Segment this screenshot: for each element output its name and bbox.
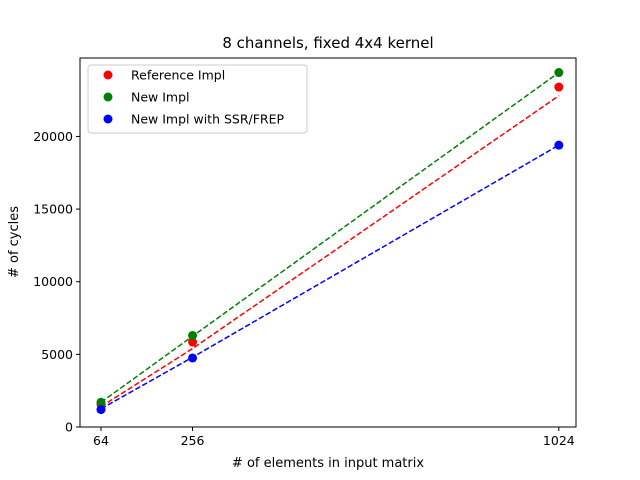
data-point-new-impl (96, 397, 106, 407)
plot-frame (79, 57, 577, 428)
legend-marker (103, 70, 113, 80)
y-axis: 0 5000 10000 15000 20000 (33, 129, 80, 435)
fit-line-reference-impl (100, 95, 560, 408)
legend: Reference Impl New Impl New Impl with SSR/… (87, 64, 308, 134)
legend-marker (103, 114, 113, 124)
fit-line-new-impl-with-ssr-frep (100, 144, 560, 410)
legend-box (87, 64, 308, 134)
data-point-new-impl (554, 68, 564, 78)
legend-entry: New Impl (131, 90, 190, 105)
x-axis-label: # of elements in input matrix (232, 456, 424, 471)
data-point-new-impl (188, 330, 198, 340)
chart-title: 8 channels, fixed 4x4 kernel (222, 34, 433, 52)
y-tick-label: 10000 (33, 274, 73, 289)
x-tick-label: 1024 (543, 433, 575, 448)
legend-entry: New Impl with SSR/FREP (131, 112, 285, 127)
data-points (96, 68, 564, 415)
y-tick-label: 0 (65, 420, 73, 435)
y-axis-label: # of cycles (7, 206, 22, 278)
legend-entry: Reference Impl (131, 68, 225, 83)
x-axis: 64 256 1024 (93, 427, 575, 448)
x-tick-label: 64 (93, 433, 109, 448)
data-point-new-impl-with-ssr-frep (96, 405, 106, 415)
y-tick-label: 15000 (33, 202, 73, 217)
plot-area (79, 57, 577, 428)
data-point-new-impl-with-ssr-frep (554, 140, 564, 150)
legend-marker (103, 92, 113, 102)
data-point-reference-impl (554, 82, 564, 92)
x-tick-label: 256 (181, 433, 205, 448)
y-tick-label: 5000 (41, 347, 73, 362)
data-point-reference-impl (188, 337, 198, 347)
data-point-new-impl-with-ssr-frep (188, 353, 198, 363)
y-tick-label: 20000 (33, 129, 73, 144)
